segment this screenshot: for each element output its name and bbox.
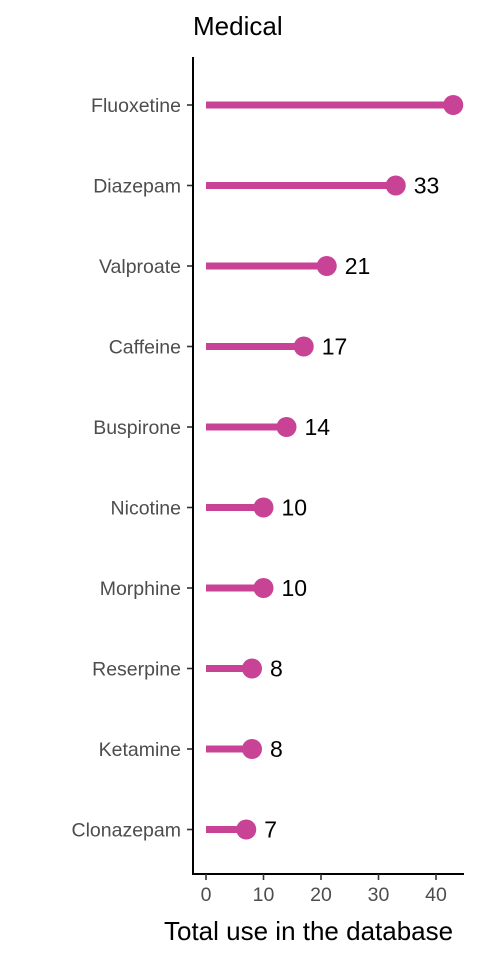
lollipop-point: [253, 497, 274, 518]
lollipop-point: [253, 578, 274, 598]
data-label: 10: [282, 495, 308, 521]
data-label: 17: [322, 334, 348, 360]
x-tick-label: 40: [425, 884, 447, 906]
lollipop-point: [242, 739, 262, 759]
category-label: Diazepam: [93, 176, 181, 198]
chart-title: Medical: [193, 11, 283, 41]
category-label: Buspirone: [93, 417, 181, 439]
category-label: Morphine: [100, 578, 181, 600]
category-label: Reserpine: [92, 659, 181, 681]
category-label: Nicotine: [111, 498, 181, 520]
lollipop-point: [443, 95, 464, 115]
data-label: 7: [264, 817, 277, 843]
category-label: Fluoxetine: [91, 95, 181, 117]
data-label: 10: [282, 575, 308, 601]
data-label: 14: [305, 414, 331, 440]
lollipop-point: [236, 819, 257, 840]
chart-marks: Fluoxetine Diazepam 33 Valproate 21 Caffeine 1…: [72, 95, 464, 843]
x-tick-label: 30: [368, 884, 390, 906]
category-label: Valproate: [99, 256, 181, 278]
data-label: 8: [270, 736, 283, 762]
data-label: 21: [345, 253, 371, 279]
category-label: Ketamine: [99, 739, 181, 761]
x-tick-label: 20: [310, 884, 332, 906]
x-tick-label: 10: [253, 884, 275, 906]
x-axis-title: Total use in the database: [164, 916, 453, 946]
lollipop-point: [242, 658, 262, 679]
category-label: Clonazepam: [72, 820, 181, 842]
lollipop-point: [385, 175, 406, 196]
category-label: Caffeine: [109, 337, 181, 359]
x-tick-label: 0: [201, 884, 212, 906]
lollipop-point: [316, 256, 337, 276]
lollipop-point: [276, 417, 297, 437]
data-label: 33: [414, 173, 440, 199]
x-axis: 0 10 20 30 40: [201, 874, 447, 906]
lollipop-point: [293, 336, 314, 357]
data-label: 8: [270, 656, 283, 682]
